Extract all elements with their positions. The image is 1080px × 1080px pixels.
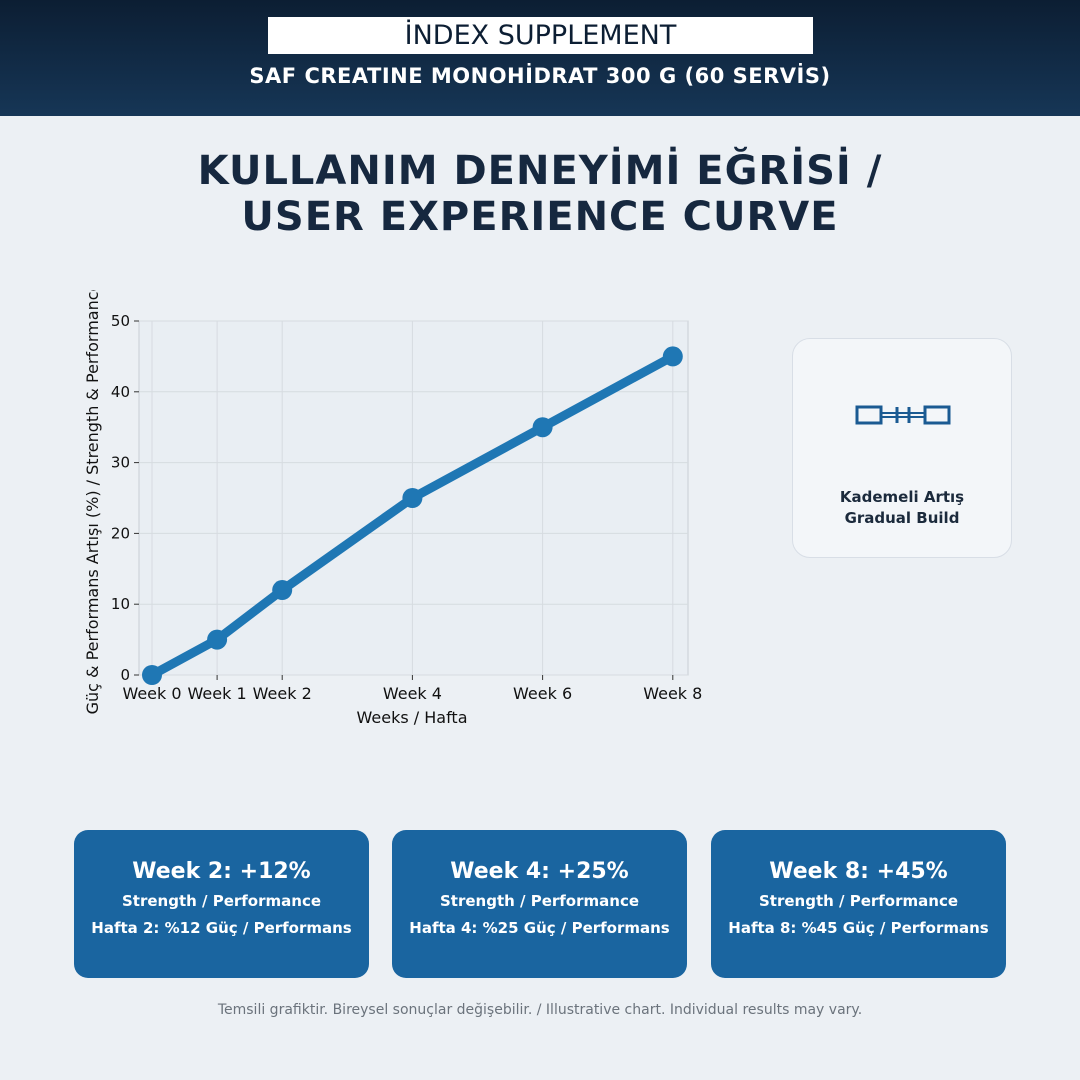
- card-label: Kademeli Artış Gradual Build: [793, 487, 1011, 529]
- stat-subtitle: Strength / Performance: [439, 892, 640, 910]
- product-name: SAF CREATINE MONOHİDRAT 300 G (60 SERVİS…: [249, 64, 831, 88]
- stat-heading: Week 2: +12%: [132, 859, 311, 884]
- header: İNDEX SUPPLEMENT SAF CREATINE MONOHİDRAT…: [0, 0, 1080, 116]
- x-tick-label: Week 2: [253, 684, 312, 703]
- y-tick-label: 10: [111, 595, 130, 613]
- x-axis-label: Weeks / Hafta: [357, 708, 468, 727]
- data-point: [402, 488, 423, 508]
- title-line-1: KULLANIM DENEYİMİ EĞRİSİ /: [197, 148, 883, 194]
- x-tick-label: Week 6: [513, 684, 572, 703]
- y-tick-label: 20: [111, 524, 130, 542]
- stat-card-week-2: Week 2: +12% Strength / Performance Haft…: [74, 830, 369, 978]
- stat-heading: Week 4: +25%: [450, 859, 629, 884]
- disclaimer: Temsili grafiktir. Bireysel sonuçlar değ…: [217, 1002, 863, 1018]
- x-tick-label: Week 1: [188, 684, 247, 703]
- data-point: [207, 629, 228, 650]
- stat-turkish: Hafta 4: %25 Güç / Performans: [409, 919, 670, 937]
- y-tick-label: 40: [111, 383, 130, 401]
- stat-heading: Week 8: +45%: [769, 859, 948, 884]
- gradual-build-card: Kademeli Artış Gradual Build: [792, 338, 1012, 558]
- brand-logo: İNDEX SUPPLEMENT: [268, 17, 813, 54]
- y-tick-label: 0: [120, 666, 130, 684]
- stat-card-week-8: Week 8: +45% Strength / Performance Haft…: [711, 830, 1006, 978]
- data-point: [272, 580, 293, 601]
- series-line: [149, 352, 675, 679]
- data-point: [662, 346, 683, 367]
- y-tick-label: 30: [111, 454, 130, 472]
- stat-turkish: Hafta 2: %12 Güç / Performans: [91, 919, 352, 937]
- x-tick-label: Week 4: [383, 684, 442, 703]
- dumbbell-icon: [855, 405, 951, 425]
- card-label-en: Gradual Build: [844, 509, 960, 527]
- stat-turkish: Hafta 8: %45 Güç / Performans: [728, 919, 989, 937]
- card-label-tr: Kademeli Artış: [839, 488, 965, 506]
- data-point: [142, 665, 162, 685]
- title-line-2: USER EXPERIENCE CURVE: [241, 194, 839, 240]
- stat-subtitle: Strength / Performance: [121, 892, 322, 910]
- stat-card-week-4: Week 4: +25% Strength / Performance Haft…: [392, 830, 687, 978]
- stat-subtitle: Strength / Performance: [758, 892, 959, 910]
- x-tick-label: Week 0: [122, 684, 181, 703]
- page-title: KULLANIM DENEYİMİ EĞRİSİ / USER EXPERIEN…: [0, 148, 1080, 240]
- data-point: [532, 417, 553, 438]
- y-axis-label: Güç & Performans Artışı (%) / Strength &…: [85, 290, 102, 714]
- line-chart: 0 10 20 30 40 50 Week 0 Week 1 Week 2 Week 4 Week …: [85, 290, 702, 727]
- y-tick-label: 50: [111, 312, 130, 330]
- x-tick-label: Week 8: [643, 684, 702, 703]
